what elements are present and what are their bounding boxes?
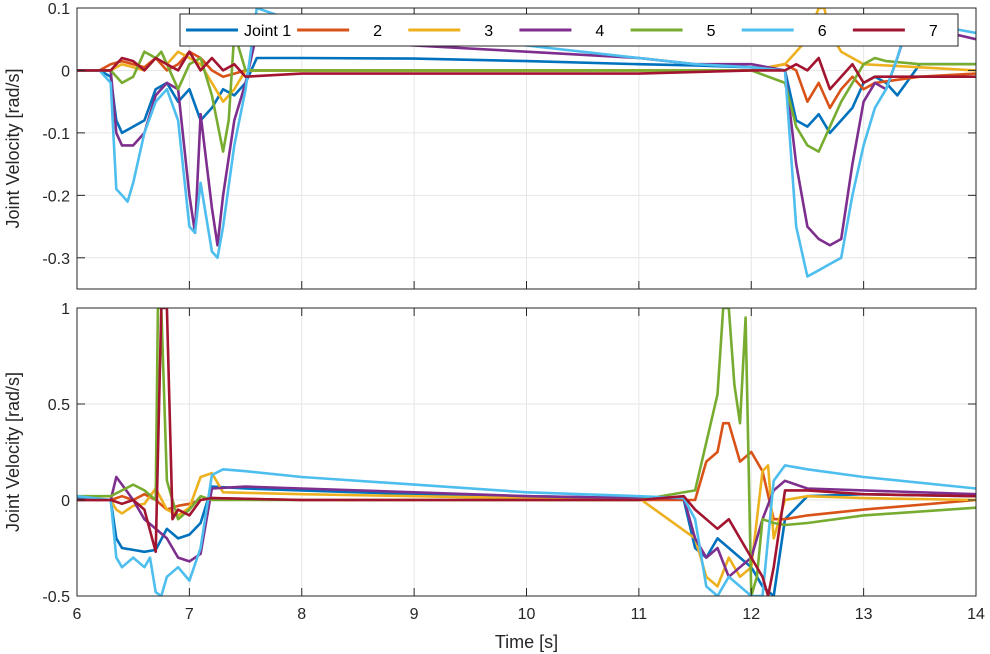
x-tick-label: 9: [410, 606, 419, 623]
y-axis-label: Joint Velocity [rad/s]: [3, 372, 23, 532]
x-tick-label: 13: [855, 606, 873, 623]
series-line-5: [77, 31, 976, 153]
x-tick-label: 12: [742, 606, 760, 623]
series-line-7: [77, 308, 976, 596]
y-tick-label: 0.1: [48, 1, 70, 18]
legend-label: 2: [373, 23, 382, 40]
legend-label: 3: [484, 23, 493, 40]
series-line-6: [77, 8, 976, 278]
x-tick-label: 8: [297, 606, 306, 623]
series-line-3: [77, 464, 976, 588]
legend-label: 4: [595, 23, 604, 40]
series-line-7: [77, 50, 976, 91]
x-tick-label: 11: [631, 606, 648, 623]
legend-label: Joint 1: [244, 23, 291, 40]
x-axis-label: Time [s]: [495, 632, 558, 652]
series-group: [77, 308, 976, 596]
legend-label: 7: [929, 23, 938, 40]
series-line-4: [77, 475, 976, 579]
x-tick-label: 10: [518, 606, 536, 623]
y-tick-label: -0.3: [42, 251, 70, 268]
y-tick-label: 0.5: [48, 397, 70, 414]
top-subplot: 0.1 0 -0.1 -0.2 -0.3 Joint Velocity [rad/s] Jo…: [3, 1, 977, 290]
y-axis-label: Joint Velocity [rad/s]: [3, 68, 23, 228]
y-tick-label: -0.5: [42, 589, 70, 606]
series-line-6: [77, 464, 976, 596]
bottom-subplot: 1 0.5 0 -0.56 7 8 9 10 11 12 13 14 Joint Velocity [r…: [3, 301, 985, 652]
legend-label: 5: [707, 23, 716, 40]
legend-label: 6: [818, 23, 827, 40]
y-tick-label: 0: [61, 63, 70, 80]
legend: Joint 1 2 3 4 5 6 7: [179, 13, 959, 47]
y-tick-label: -0.2: [42, 188, 70, 205]
y-tick-label: 1: [61, 301, 70, 318]
series-line-1: [77, 56, 976, 135]
y-tick-label: 0: [61, 493, 70, 510]
y-tick-label: -0.1: [42, 126, 70, 143]
x-tick-label: 7: [185, 606, 194, 623]
x-tick-label: 14: [967, 606, 985, 623]
x-tick-label: 6: [73, 606, 82, 623]
